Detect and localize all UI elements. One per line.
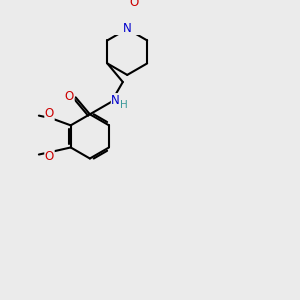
Text: O: O [129, 0, 138, 9]
Text: N: N [111, 94, 120, 106]
Text: O: O [45, 107, 54, 120]
Text: H: H [120, 100, 128, 110]
Text: O: O [65, 90, 74, 103]
Text: N: N [123, 22, 132, 34]
Text: O: O [45, 150, 54, 163]
